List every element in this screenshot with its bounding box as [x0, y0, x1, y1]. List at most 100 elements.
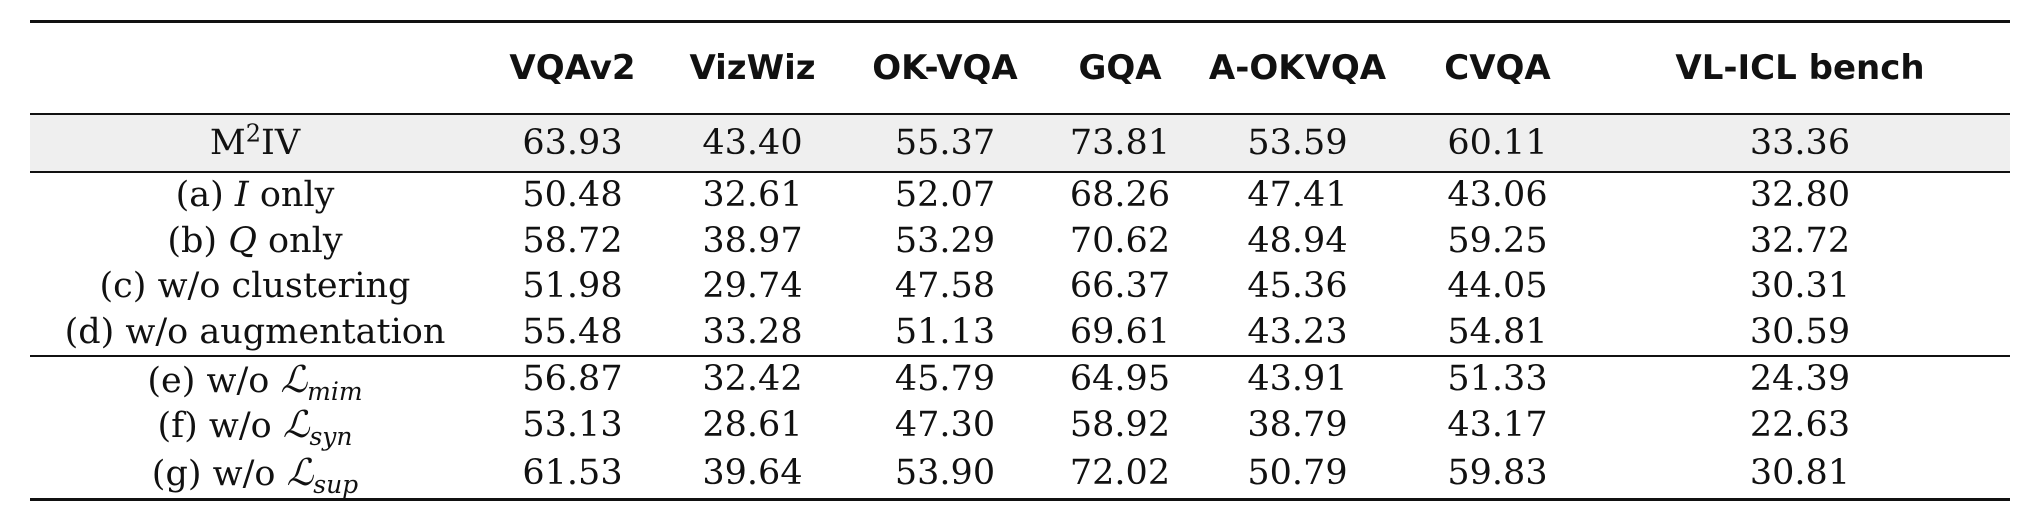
- cell-value: 52.07: [894, 175, 996, 216]
- cell-value: 32.80: [1749, 175, 1851, 216]
- method-label: (a) I only: [30, 172, 480, 219]
- header-vlicl: VL-ICL bench: [1590, 20, 2010, 115]
- header-aokvqa: A-OKVQA: [1190, 20, 1405, 115]
- cell-value: 30.59: [1590, 309, 2010, 357]
- cell-value: 53.13: [522, 404, 623, 445]
- cell-value: 59.25: [1447, 220, 1548, 261]
- cell-value: 55.37: [840, 114, 1050, 173]
- header-okvqa: OK-VQA: [840, 20, 1050, 115]
- cell-value: 29.74: [702, 266, 803, 307]
- method-label: M2IV: [30, 114, 480, 173]
- cell-value: 32.61: [702, 175, 803, 216]
- cell-value: 51.13: [840, 309, 1050, 357]
- cell-value: 38.79: [1247, 404, 1348, 445]
- cell-value: 51.33: [1447, 359, 1548, 400]
- cell-value: 53.29: [894, 220, 996, 261]
- table-row: (b) Q only 58.72 38.97 53.29 70.62 48.94…: [30, 219, 2010, 265]
- cell-value: 68.26: [1069, 175, 1171, 216]
- cell-value: 28.61: [702, 404, 803, 445]
- cell-value: 45.79: [894, 359, 996, 400]
- cell-value: 43.40: [665, 114, 840, 173]
- cell-value: 61.53: [480, 448, 665, 501]
- loss-symbol: ℒ: [282, 403, 310, 447]
- method-label: (e) w/o ℒmim: [30, 356, 480, 406]
- cell-value: 44.05: [1447, 266, 1548, 307]
- cell-value: 69.61: [1050, 309, 1190, 357]
- table-row-main-method: M2IV 63.93 43.40 55.37 73.81 53.59 60.11…: [30, 114, 2010, 173]
- header-gqa: GQA: [1050, 20, 1190, 115]
- cell-value: 53.90: [840, 448, 1050, 501]
- cell-value: 66.37: [1069, 266, 1171, 307]
- cell-value: 53.59: [1190, 114, 1405, 173]
- cell-value: 50.79: [1190, 448, 1405, 501]
- cell-value: 48.94: [1247, 220, 1348, 261]
- label-suffix: only: [248, 175, 335, 216]
- cell-value: 43.23: [1190, 309, 1405, 357]
- cell-value: 39.64: [665, 448, 840, 501]
- loss-subscript: mim: [307, 376, 363, 406]
- method-name-rest: IV: [261, 122, 301, 163]
- loss-symbol: ℒ: [280, 357, 308, 401]
- cell-value: 60.11: [1405, 114, 1590, 173]
- cell-value: 30.81: [1590, 448, 2010, 501]
- cell-value: 54.81: [1405, 309, 1590, 357]
- label-prefix: (f) w/o: [157, 406, 283, 447]
- table-row: (f) w/o ℒsyn 53.13 28.61 47.30 58.92 38.…: [30, 403, 2010, 449]
- label-prefix: (a): [175, 175, 235, 216]
- cell-value: 58.72: [522, 220, 623, 261]
- cell-value: 47.30: [894, 404, 996, 445]
- cell-value: 55.48: [480, 309, 665, 357]
- table-row: (g) w/o ℒsup 61.53 39.64 53.90 72.02 50.…: [30, 448, 2010, 501]
- cell-value: 72.02: [1050, 448, 1190, 501]
- cell-value: 59.83: [1405, 448, 1590, 501]
- cell-value: 30.31: [1749, 266, 1851, 307]
- cell-value: 32.72: [1749, 220, 1851, 261]
- method-label: (c) w/o clustering: [99, 266, 411, 307]
- loss-symbol: ℒ: [286, 451, 314, 494]
- cell-value: 32.42: [702, 359, 803, 400]
- header-row: VQAv2 VizWiz OK-VQA GQA A-OKVQA CVQA VL-…: [30, 20, 2010, 115]
- cell-value: 56.87: [522, 359, 623, 400]
- method-label: (b) Q only: [30, 219, 480, 265]
- cell-value: 51.98: [522, 266, 623, 307]
- header-vqav2: VQAv2: [480, 20, 665, 115]
- method-label: (g) w/o ℒsup: [30, 448, 480, 501]
- table-row: (a) I only 50.48 32.61 52.07 68.26 47.41…: [30, 172, 2010, 219]
- loss-subscript: syn: [309, 422, 353, 452]
- cell-value: 50.48: [522, 175, 623, 216]
- header-cvqa: CVQA: [1405, 20, 1590, 115]
- header-vizwiz: VizWiz: [665, 20, 840, 115]
- cell-value: 43.06: [1447, 175, 1548, 216]
- label-suffix: only: [256, 220, 343, 261]
- table-row: (e) w/o ℒmim 56.87 32.42 45.79 64.95 43.…: [30, 356, 2010, 406]
- label-prefix: (b): [167, 220, 229, 261]
- cell-value: 43.91: [1247, 359, 1348, 400]
- table-row: (c) w/o clustering 51.98 29.74 47.58 66.…: [30, 264, 2010, 310]
- header-method: [30, 20, 480, 115]
- label-prefix: (e) w/o: [147, 360, 281, 401]
- cell-value: 43.17: [1447, 404, 1548, 445]
- table-row: (d) w/o augmentation 55.48 33.28 51.13 6…: [30, 309, 2010, 357]
- ablation-results-table: VQAv2 VizWiz OK-VQA GQA A-OKVQA CVQA VL-…: [30, 20, 2010, 501]
- label-variable: I: [234, 175, 249, 216]
- cell-value: 38.97: [702, 220, 803, 261]
- cell-value: 47.41: [1247, 175, 1348, 216]
- cell-value: 24.39: [1749, 359, 1851, 400]
- method-name-base: M: [209, 122, 246, 163]
- cell-value: 47.58: [894, 266, 996, 307]
- cell-value: 45.36: [1247, 266, 1348, 307]
- cell-value: 70.62: [1069, 220, 1171, 261]
- cell-value: 22.63: [1749, 404, 1851, 445]
- cell-value: 58.92: [1069, 404, 1171, 445]
- cell-value: 73.81: [1050, 114, 1190, 173]
- cell-value: 63.93: [480, 114, 665, 173]
- method-label: (d) w/o augmentation: [30, 309, 480, 357]
- label-variable: Q: [228, 220, 257, 261]
- cell-value: 33.36: [1590, 114, 2010, 173]
- method-label: (f) w/o ℒsyn: [30, 403, 480, 449]
- cell-value: 33.28: [665, 309, 840, 357]
- loss-subscript: sup: [313, 470, 359, 499]
- cell-value: 64.95: [1069, 359, 1171, 400]
- method-name-sup: 2: [245, 118, 261, 147]
- label-prefix: (g) w/o: [151, 454, 287, 494]
